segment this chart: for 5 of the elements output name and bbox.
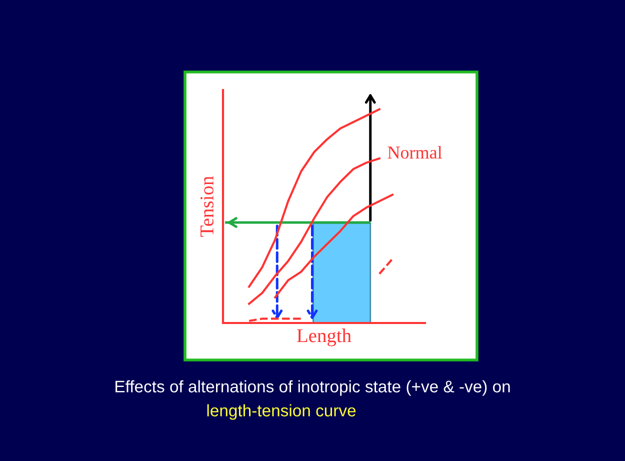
series-label: Normal (388, 146, 442, 159)
text: length-tension curve (207, 404, 356, 420)
x-axis-title: Length (297, 328, 352, 346)
y-axis-title: Tension (200, 176, 214, 237)
text: Effects of alternations of inotropic state (+ve & -ve) on (116, 380, 510, 396)
